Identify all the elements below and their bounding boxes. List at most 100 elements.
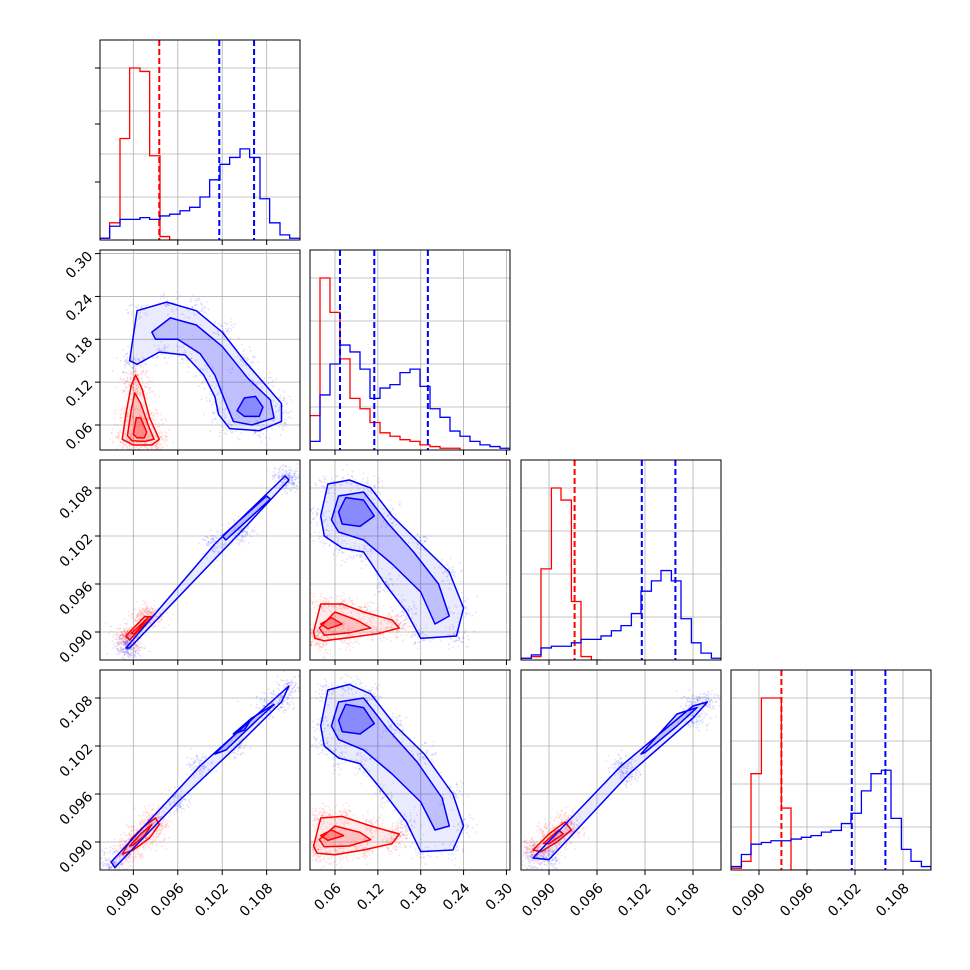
- scatter-point-blue: [200, 382, 203, 385]
- scatter-point-blue: [401, 610, 404, 612]
- scatter-point-blue: [285, 683, 288, 686]
- scatter-point-red: [126, 390, 129, 393]
- scatter-point-red: [379, 637, 382, 639]
- scatter-point-blue: [212, 412, 215, 415]
- scatter-point-blue: [283, 418, 286, 421]
- scatter-point-red: [308, 631, 310, 633]
- scatter-point-blue: [318, 479, 321, 482]
- scatter-point-red: [123, 627, 125, 630]
- scatter-point-blue: [287, 697, 290, 700]
- scatter-point-red: [137, 613, 139, 616]
- scatter-point-blue: [125, 643, 128, 646]
- scatter-point-blue: [190, 757, 193, 760]
- scatter-point-blue: [221, 325, 224, 328]
- scatter-point-blue: [418, 640, 421, 643]
- scatter-point-red: [138, 618, 141, 621]
- scatter-point-blue: [280, 694, 283, 697]
- scatter-point-blue: [126, 661, 128, 663]
- scatter-point-red: [341, 608, 343, 610]
- scatter-point-blue: [183, 349, 186, 352]
- scatter-point-blue: [386, 590, 389, 593]
- scatter-point-blue: [388, 572, 391, 575]
- scatter-point-blue: [239, 358, 242, 361]
- scatter-point-blue: [360, 556, 362, 559]
- scatter-point-red: [158, 832, 161, 835]
- scatter-point-blue: [109, 846, 112, 849]
- scatter-point-blue: [353, 556, 356, 559]
- scatter-point-blue: [252, 355, 255, 358]
- scatter-point-blue: [287, 481, 290, 484]
- scatter-point-blue: [146, 304, 149, 306]
- scatter-point-red: [344, 648, 347, 651]
- scatter-point-red: [120, 633, 123, 636]
- scatter-point-red: [132, 825, 135, 828]
- scatter-point-red: [157, 817, 160, 820]
- scatter-point-red: [114, 453, 116, 455]
- scatter-point-blue: [341, 559, 344, 562]
- scatter-point-blue: [274, 405, 277, 408]
- scatter-point-red: [159, 815, 162, 818]
- scatter-point-red: [142, 845, 145, 848]
- scatter-point-blue: [126, 651, 129, 654]
- scatter-point-blue: [104, 847, 107, 850]
- scatter-point-blue: [218, 435, 221, 438]
- scatter-point-blue: [328, 544, 331, 546]
- scatter-point-blue: [193, 760, 195, 763]
- scatter-point-red: [318, 632, 321, 634]
- scatter-point-red: [140, 380, 143, 383]
- scatter-point-red: [134, 385, 137, 388]
- scatter-point-blue: [465, 612, 468, 615]
- scatter-point-blue: [291, 475, 294, 478]
- scatter-point-red: [143, 385, 146, 388]
- scatter-point-red: [134, 367, 137, 370]
- scatter-point-red: [119, 377, 122, 380]
- scatter-point-red: [124, 433, 127, 435]
- scatter-point-blue: [289, 691, 292, 694]
- scatter-point-blue: [367, 494, 370, 497]
- scatter-point-blue: [212, 548, 215, 551]
- scatter-point-blue: [286, 698, 289, 700]
- scatter-point-blue: [212, 400, 215, 403]
- scatter-point-blue: [160, 349, 163, 352]
- scatter-point-blue: [473, 630, 476, 633]
- scatter-point-blue: [129, 376, 132, 379]
- scatter-point-blue: [249, 747, 252, 750]
- scatter-point-blue: [125, 641, 128, 644]
- scatter-point-blue: [112, 860, 115, 863]
- scatter-point-red: [303, 628, 305, 630]
- scatter-point-blue: [420, 539, 423, 542]
- scatter-point-blue: [182, 352, 185, 355]
- scatter-point-blue: [262, 700, 265, 703]
- scatter-point-blue: [122, 640, 125, 643]
- scatter-point-blue: [193, 762, 196, 765]
- scatter-point-red: [140, 377, 143, 380]
- scatter-point-blue: [271, 715, 274, 718]
- scatter-point-blue: [254, 431, 257, 434]
- scatter-point-blue: [267, 469, 270, 472]
- scatter-point-blue: [198, 297, 201, 300]
- scatter-point-blue: [399, 501, 402, 504]
- scatter-point-blue: [270, 692, 273, 695]
- scatter-point-blue: [134, 651, 137, 654]
- scatter-point-blue: [223, 417, 226, 420]
- scatter-point-blue: [243, 746, 246, 749]
- scatter-point-blue: [180, 806, 182, 808]
- scatter-point-blue: [354, 542, 356, 545]
- scatter-point-blue: [139, 647, 142, 649]
- scatter-point-blue: [107, 872, 109, 874]
- scatter-point-blue: [139, 646, 142, 648]
- scatter-point-blue: [210, 762, 212, 765]
- scatter-point-blue: [319, 480, 322, 483]
- scatter-point-blue: [133, 356, 135, 358]
- scatter-point-blue: [192, 375, 195, 378]
- scatter-point-red: [121, 389, 123, 392]
- panel-frame-3-3: [730, 669, 932, 871]
- scatter-point-blue: [126, 641, 129, 644]
- scatter-point-blue: [237, 748, 240, 750]
- scatter-point-red: [141, 607, 144, 610]
- scatter-point-red: [141, 615, 144, 617]
- scatter-point-blue: [126, 860, 129, 863]
- scatter-point-red: [343, 639, 346, 642]
- scatter-point-red: [160, 828, 163, 831]
- scatter-point-blue: [204, 535, 207, 537]
